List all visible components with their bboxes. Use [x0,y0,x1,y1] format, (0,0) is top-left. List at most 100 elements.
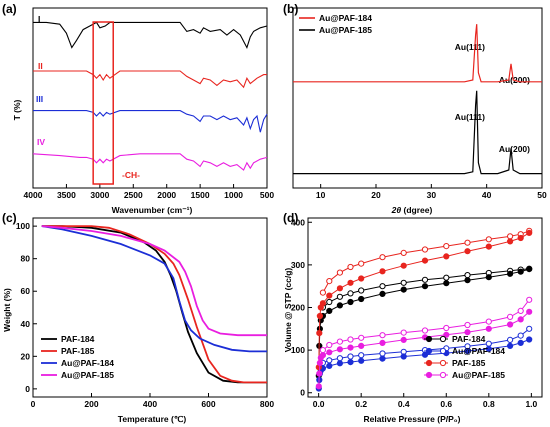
d-desorption-point [336,355,343,362]
d-adsorption-point [464,329,471,336]
d-desorption-point [347,336,354,343]
d-adsorption-point [347,344,354,351]
c-xlabel: Temperature (℃) [118,414,187,424]
c-series-line [41,225,267,353]
b-xlabel-theta: 2θ [391,205,402,215]
d-desorption-point [517,307,524,314]
d-adsorption-point [421,257,429,264]
d-desorption-point [485,318,492,325]
d-adsorption-point [316,312,323,320]
c-legend-label: PAF-185 [61,346,95,356]
d-adsorption-point [358,342,365,349]
d-adsorption-point [526,308,533,315]
d-adsorption-point [443,280,450,287]
a-highlight-box [92,21,114,185]
d-adsorption-point [326,349,333,356]
d-ytick-label: 100 [291,345,305,355]
b-xtick-label: 10 [316,190,326,200]
d-adsorption-point [507,238,514,245]
c-xtick-label: 600 [201,399,215,409]
d-desorption-point [379,332,386,339]
panel-d-label: (d) [283,211,298,225]
d-adsorption-point [485,325,492,332]
c-ytick-label: 60 [21,286,31,296]
d-adsorption-point [517,268,524,275]
d-adsorption-point [326,292,333,299]
d-desorption-point [379,254,386,261]
d-legend-label: PAF-185 [452,358,486,368]
c-ylabel: Weight (%) [2,288,12,332]
b-peak-label-3: Au(111) [455,112,485,122]
d-adsorption-point [400,336,407,343]
d-desorption-point [443,324,450,332]
b-xlabel-unit: (dgree) [401,205,432,215]
a-series-IV-line [32,153,268,171]
d-adsorption-point [526,266,533,273]
d-ytick-label: 400 [291,217,305,227]
panel-b-label: (b) [283,2,298,16]
d-legend-label: PAF-184 [452,334,486,344]
b-xlabel: 2θ (dgree) [391,205,433,215]
d-adsorption-point [379,268,386,275]
a-trace-I-label: I [38,14,40,24]
b-peak-label-4: Au(200) [499,144,530,154]
d-xlabel: Relative Pressure (P/P₀) [364,414,461,424]
b-legend-label: Au@PAF-184 [319,13,372,23]
d-desorption-point [319,347,326,354]
a-xtick-label: 2000 [157,190,176,200]
d-desorption-point [517,332,524,339]
c-ytick-label: 80 [21,254,31,264]
d-adsorption-point [507,342,514,349]
d-ytick-label: 200 [291,303,305,313]
d-legend-marker-open [439,347,447,355]
a-series-III-line [33,110,268,133]
a-series-II-line [33,70,267,89]
a-xtick-label: 1500 [191,190,210,200]
d-adsorption-point [485,345,492,352]
d-desorption-point [336,338,343,345]
d-legend-marker-filled [425,371,433,379]
d-adsorption-point [358,357,365,364]
d-legend-marker-filled [425,359,433,367]
d-legend-label: Au@PAF-185 [452,370,505,380]
c-ytick-label: 0 [25,384,30,394]
d-adsorption-point [336,285,343,292]
d-desorption-point [326,298,333,306]
a-ylabel: T (%) [12,99,22,120]
d-desorption-point [485,236,492,243]
c-xtick-label: 200 [84,399,98,409]
d-adsorption-point [347,359,354,366]
d-desorption-point [400,279,407,286]
a-trace-II-label: II [38,61,43,71]
a-xtick-label: 4000 [24,190,43,200]
c-xtick-label: 800 [260,399,274,409]
d-xtick-label: 0.8 [483,399,495,409]
b-series-line [293,90,542,175]
d-desorption-point [336,269,343,276]
d-desorption-point [464,321,471,329]
d-adsorption-point [316,359,323,366]
d-xtick-label: 0.0 [313,399,325,409]
d-ytick-label: 300 [291,260,305,270]
d-desorption-point [526,325,533,332]
b-axes-frame [292,7,543,189]
d-adsorption-point [347,298,354,306]
d-adsorption-point [336,360,343,367]
d-adsorption-point [358,295,365,303]
d-adsorption-point [400,286,407,293]
a-ch-annotation: -CH- [122,170,140,180]
d-desorption-point [421,327,429,334]
c-legend-label: Au@PAF-184 [61,358,114,368]
d-legend-marker-open [439,371,447,379]
d-desorption-point [319,289,326,296]
d-desorption-point [326,341,333,349]
c-xtick-label: 0 [31,399,36,409]
d-adsorption-point [526,229,533,236]
d-adsorption-point [443,331,450,338]
d-adsorption-point [319,352,326,359]
b-legend-label: Au@PAF-185 [319,25,372,35]
d-desorption-point [326,278,333,285]
d-adsorption-point [316,370,323,377]
d-adsorption-point [400,353,407,360]
